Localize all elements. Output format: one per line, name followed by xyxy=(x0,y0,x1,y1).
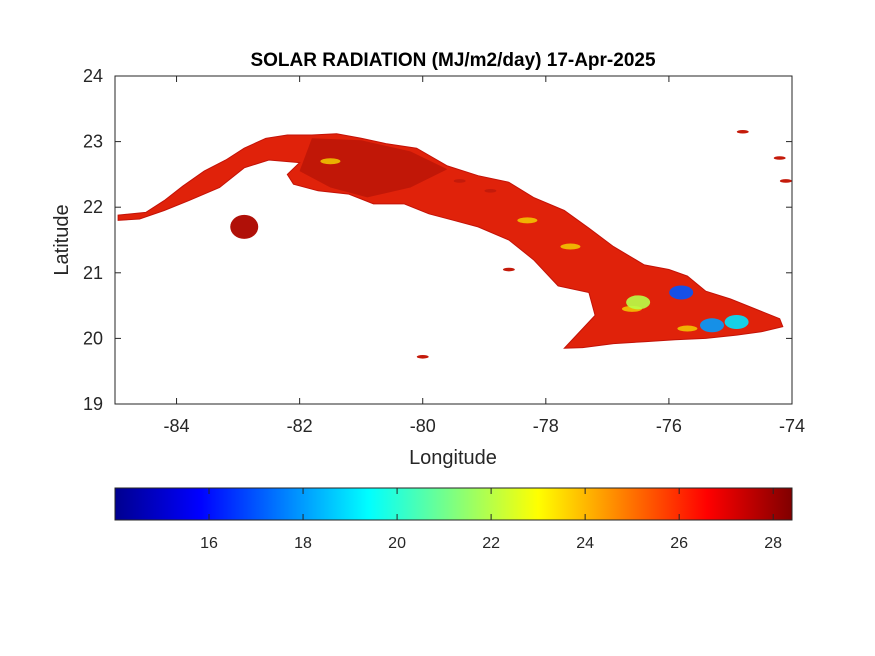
cay xyxy=(773,156,786,160)
plot-frame xyxy=(114,75,793,405)
x-tick-label: -84 xyxy=(164,416,190,436)
colorbar-tick-label: 18 xyxy=(294,535,312,552)
colorbar-tick-label: 28 xyxy=(764,535,782,552)
y-axis: 19 20 21 22 23 24 xyxy=(83,66,792,414)
low-radiation-patch xyxy=(699,318,724,333)
isla-de-la-juventud xyxy=(230,214,259,239)
y-tick-label: 24 xyxy=(83,66,103,86)
cay xyxy=(484,189,497,193)
cay xyxy=(779,179,792,183)
cay xyxy=(453,179,466,183)
colorbar-tick-label: 26 xyxy=(670,535,688,552)
x-tick-label: -76 xyxy=(656,416,682,436)
chart-title: SOLAR RADIATION (MJ/m2/day) 17-Apr-2025 xyxy=(250,50,655,71)
x-axis: -84 -82 -80 -78 -76 -74 xyxy=(164,76,805,436)
y-tick-label: 21 xyxy=(83,263,103,283)
high-value-streak xyxy=(677,325,698,332)
cay xyxy=(736,129,749,134)
x-tick-label: -80 xyxy=(410,416,436,436)
x-axis-label: Longitude xyxy=(409,447,497,469)
colorbar xyxy=(114,487,793,521)
high-value-streak xyxy=(320,158,341,165)
colorbar-tick-label: 22 xyxy=(482,535,500,552)
cay xyxy=(502,267,515,272)
low-radiation-patch xyxy=(626,295,651,310)
low-radiation-patch xyxy=(724,315,749,329)
cay xyxy=(416,354,429,359)
y-tick-label: 22 xyxy=(83,197,103,217)
colorbar-ticks: 16 18 20 22 24 26 28 xyxy=(200,488,782,552)
colorbar-tick-label: 16 xyxy=(200,535,218,552)
colorbar-tick-label: 20 xyxy=(388,535,406,552)
central-dark-region xyxy=(299,138,448,198)
y-tick-label: 23 xyxy=(83,132,103,152)
plot-area xyxy=(115,76,792,404)
y-axis-label: Latitude xyxy=(51,204,73,275)
low-radiation-patch xyxy=(669,285,694,300)
x-tick-label: -78 xyxy=(533,416,559,436)
cuba-main-island xyxy=(117,133,784,349)
x-tick-label: -74 xyxy=(779,416,805,436)
high-value-streak xyxy=(517,217,538,224)
high-value-streak xyxy=(560,243,581,250)
x-tick-label: -82 xyxy=(287,416,313,436)
y-tick-label: 20 xyxy=(83,328,103,348)
map-layer xyxy=(117,129,792,359)
y-tick-label: 19 xyxy=(83,394,103,414)
colorbar-tick-label: 24 xyxy=(576,535,594,552)
